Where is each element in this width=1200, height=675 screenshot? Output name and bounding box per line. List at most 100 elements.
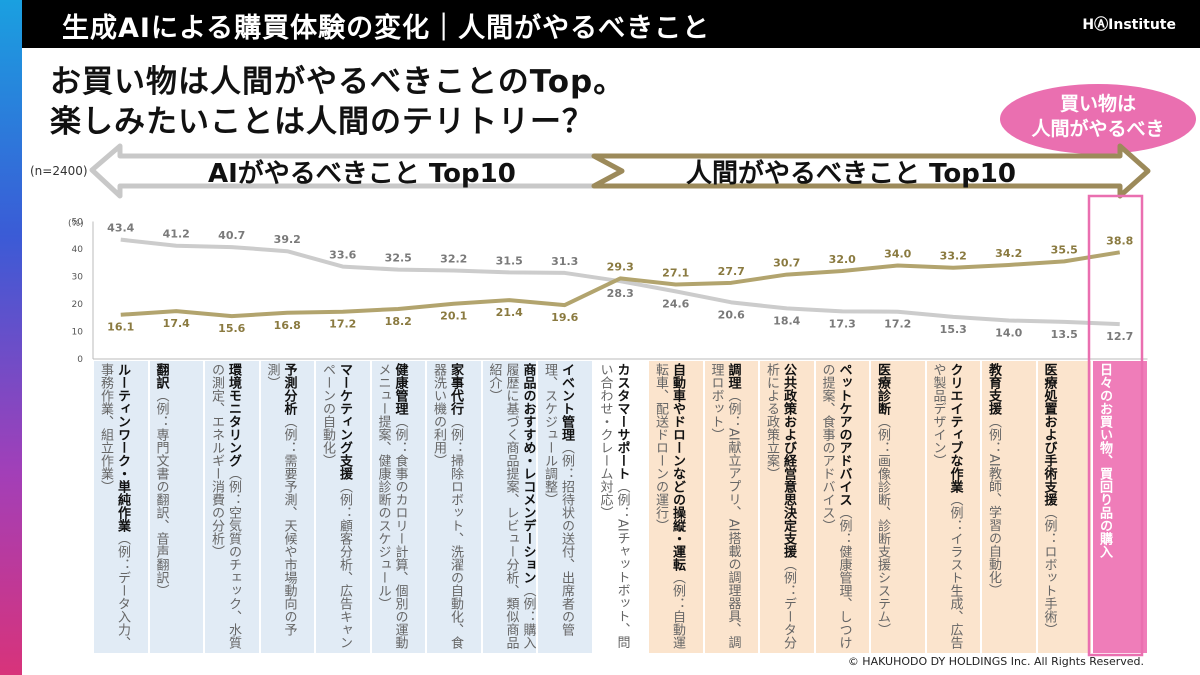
data-label: 33.2 <box>940 250 967 263</box>
data-label: 16.8 <box>274 319 301 332</box>
category-name: 公共政策および経営意思決定支援 <box>781 363 796 558</box>
category-example: （例：イラスト生成、広告や製品デザイン） <box>930 363 963 649</box>
category-column: 医療診断（例：画像診断、診断支援システム） <box>871 361 925 653</box>
category-example: （例：自動運転車、配送ドローンの運行） <box>653 363 685 649</box>
category-name: 環境モニタリング <box>226 363 241 467</box>
category-column: 商品のおすすめ・レコメンデーション（例：購入履歴に基づく商品提案、レビュー分析、… <box>482 361 540 653</box>
category-label: 公共政策および経営意思決定支援（例：データ分析による政策立案） <box>760 361 800 651</box>
category-column: ペットケアのアドバイス（例：健康管理、しつけの提案、食事のアドバイス） <box>815 361 869 653</box>
data-label: 34.0 <box>884 248 911 261</box>
category-label: ペットケアのアドバイス（例：健康管理、しつけの提案、食事のアドバイス） <box>816 361 856 651</box>
category-column: イベント管理（例：招待状の送付、出席者の管理、スケジュール調整） <box>538 361 592 653</box>
data-label: 15.6 <box>218 322 245 335</box>
category-column: 家事代行（例：掃除ロボット、洗濯の自動化、食器洗い機の利用） <box>427 361 481 653</box>
data-label: 30.7 <box>773 257 800 270</box>
category-column: 調理（例：AI献立アプリ、AI搭載の調理器具、調理ロボット） <box>704 361 758 653</box>
callout-line-1: 買い物は <box>1059 93 1136 115</box>
data-label: 33.6 <box>329 249 356 262</box>
category-label: 調理（例：AI献立アプリ、AI搭載の調理器具、調理ロボット） <box>705 361 745 651</box>
data-label: 20.6 <box>718 308 745 321</box>
category-column: 健康管理（例：食事のカロリー計算、個別の運動メニュー提案、健康診断のスケジュール… <box>371 361 425 653</box>
category-example: （例：招待状の送付、出席者の管理、スケジュール調整） <box>542 363 574 636</box>
headline-line-1: お買い物は人間がやるべきことのTop。 <box>50 64 626 100</box>
category-column: カスタマーサポート（例：AIチャットボット、問い合わせ・クレーム対応） <box>593 361 647 653</box>
data-label: 20.1 <box>440 310 467 323</box>
data-label: 32.0 <box>829 253 856 266</box>
category-label: ルーティンワーク・単純作業（例：データ入力、事務作業、組立作業） <box>94 361 134 651</box>
category-column: 予測分析（例：需要予測、天候や市場動向の予測） <box>260 361 314 653</box>
category-column: 日々のお買い物、買回り品の購入 <box>1093 361 1147 653</box>
y-tick-label: 30 <box>72 273 84 283</box>
data-label: 39.2 <box>274 233 301 246</box>
category-label: 環境モニタリング（例：空気質のチェック、水質の測定、エネルギー消費の分析） <box>205 361 245 651</box>
data-label: 18.2 <box>385 315 412 328</box>
category-column: 自動車やドローンなどの操縦・運転（例：自動運転車、配送ドローンの運行） <box>649 361 703 653</box>
category-column: 翻訳（例：専門文書の翻訳、音声翻訳） <box>149 361 203 653</box>
y-tick-label: 0 <box>77 355 83 365</box>
callout-bubble: 買い物は 人間がやるべき <box>1000 84 1196 154</box>
headline-line-2: 楽しみたいことは人間のテリトリー？ <box>50 104 594 140</box>
category-name: ルーティンワーク・単純作業 <box>115 363 130 532</box>
data-label: 40.7 <box>218 229 245 242</box>
slide-title: 生成AIによる購買体験の変化｜人間がやるべきこと <box>62 13 711 44</box>
category-example: （例：購入履歴に基づく商品提案、レビュー分析、類似商品紹介） <box>486 363 536 649</box>
category-name: 医療診断 <box>875 363 890 415</box>
category-example: （例：需要予測、天候や市場動向の予測） <box>264 363 297 636</box>
category-example: （例：食事のカロリー計算、個別の運動メニュー提案、健康診断のスケジュール） <box>375 363 408 649</box>
data-label: 34.2 <box>995 247 1022 260</box>
y-tick-label: 50 <box>72 218 84 228</box>
data-label: 41.2 <box>163 228 190 241</box>
category-label: 教育支援（例：AI教師、学習の自動化） <box>982 361 1005 651</box>
category-label: 商品のおすすめ・レコメンデーション（例：購入履歴に基づく商品提案、レビュー分析、… <box>483 361 540 651</box>
category-name: 家事代行 <box>448 363 463 415</box>
category-example: （例：画像診断、診断支援システム） <box>875 415 890 636</box>
data-label: 28.3 <box>607 287 634 300</box>
category-name: 翻訳 <box>153 363 169 389</box>
data-label: 38.8 <box>1106 234 1133 247</box>
category-name: マーケティング支援 <box>337 363 352 480</box>
data-label: 31.3 <box>551 255 578 268</box>
data-label: 12.7 <box>1106 330 1133 343</box>
data-label: 27.1 <box>662 266 689 279</box>
category-example: （例：顧客分析、広告キャンペーンの自動化） <box>320 363 352 649</box>
category-example: （例：AIチャットボット、問い合わせ・クレーム対応） <box>597 363 630 649</box>
category-label: 家事代行（例：掃除ロボット、洗濯の自動化、食器洗い機の利用） <box>427 361 467 651</box>
ai-arrow-label: AIがやるべきこと Top10 <box>208 159 516 189</box>
category-column: マーケティング支援（例：顧客分析、広告キャンペーンの自動化） <box>316 361 370 653</box>
category-name: イベント管理 <box>559 363 574 441</box>
category-name: ペットケアのアドバイス <box>836 363 852 506</box>
category-example: （例：AI献立アプリ、AI搭載の調理器具、調理ロボット） <box>708 363 741 649</box>
category-name: カスタマーサポート <box>614 363 630 480</box>
category-label: 翻訳（例：専門文書の翻訳、音声翻訳） <box>150 361 173 651</box>
category-example: （例：空気質のチェック、水質の測定、エネルギー消費の分析） <box>209 363 241 649</box>
category-name: 予測分析 <box>281 363 297 415</box>
data-label: 16.1 <box>107 321 134 334</box>
category-name: 教育支援 <box>986 363 1001 415</box>
data-label: 43.4 <box>107 222 134 235</box>
category-name: 医療処置および手術支援 <box>1041 363 1057 506</box>
category-label: イベント管理（例：招待状の送付、出席者の管理、スケジュール調整） <box>538 361 578 651</box>
category-column: クリエイティブな作業（例：イラスト生成、広告や製品デザイン） <box>926 361 980 653</box>
category-label: クリエイティブな作業（例：イラスト生成、広告や製品デザイン） <box>927 361 967 651</box>
data-label: 35.5 <box>1051 243 1078 256</box>
data-label: 29.3 <box>607 260 634 273</box>
category-column: 公共政策および経営意思決定支援（例：データ分析による政策立案） <box>760 361 814 653</box>
data-label: 17.2 <box>884 318 911 331</box>
data-label: 17.2 <box>329 318 356 331</box>
category-label: 医療処置および手術支援（例：ロボット手術） <box>1038 361 1061 651</box>
category-label: 自動車やドローンなどの操縦・運転（例：自動運転車、配送ドローンの運行） <box>649 361 689 651</box>
title-bar: 生成AIによる購買体験の変化｜人間がやるべきこと HⒶInstitute <box>22 0 1200 48</box>
category-example: （例：専門文書の翻訳、音声翻訳） <box>153 389 169 597</box>
category-label: マーケティング支援（例：顧客分析、広告キャンペーンの自動化） <box>316 361 356 651</box>
data-label: 21.4 <box>496 306 523 319</box>
y-tick-label: 10 <box>72 328 84 338</box>
category-column: 医療処置および手術支援（例：ロボット手術） <box>1037 361 1091 653</box>
copyright: © HAKUHODO DY HOLDINGS Inc. All Rights R… <box>847 655 1144 668</box>
category-name: 調理 <box>725 363 741 389</box>
y-tick-label: 40 <box>72 245 84 255</box>
y-axis-unit: (%) <box>68 219 84 229</box>
data-label: 17.3 <box>829 317 856 330</box>
data-label: 19.6 <box>551 311 578 324</box>
data-label: 18.4 <box>773 314 800 327</box>
